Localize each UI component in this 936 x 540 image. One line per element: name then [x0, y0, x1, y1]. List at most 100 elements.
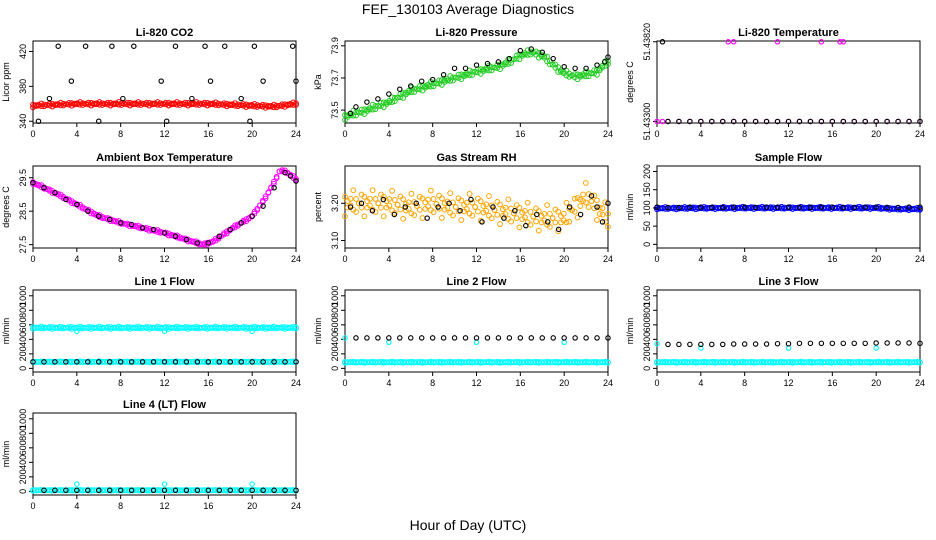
data-point [712, 204, 719, 211]
data-point [687, 204, 693, 210]
x-tick-label: 12 [159, 378, 169, 388]
y-tick-label: 1000 [18, 286, 28, 306]
data-point [452, 204, 459, 210]
data-point [96, 359, 102, 365]
data-point [895, 340, 901, 346]
data-point [684, 204, 691, 211]
data-point [397, 86, 403, 92]
data-point [527, 48, 534, 55]
data-point [63, 359, 69, 365]
data-point [190, 325, 197, 331]
y-tick-label: 51.43300 [642, 103, 652, 141]
data-point [367, 196, 373, 202]
data-point [150, 226, 157, 233]
x-tick-label: 0 [342, 129, 347, 139]
data-point [35, 325, 42, 331]
data-point [32, 324, 39, 331]
data-point [906, 340, 912, 346]
data-point [113, 325, 119, 331]
data-point [30, 179, 36, 186]
data-point [168, 487, 175, 494]
data-point [430, 196, 437, 202]
x-tick-label: 0 [654, 378, 659, 388]
data-point [544, 202, 550, 209]
data-point [430, 209, 437, 216]
data-point [451, 65, 458, 72]
data-point [546, 210, 553, 217]
data-point [57, 487, 64, 494]
data-point [419, 215, 426, 221]
data-point [380, 196, 387, 203]
data-point [917, 340, 923, 347]
x-tick-label: 4 [698, 378, 703, 388]
data-point [201, 101, 208, 108]
data-point [911, 359, 918, 366]
data-point [110, 324, 117, 331]
data-point [260, 203, 266, 209]
data-point [862, 204, 868, 210]
data-point [140, 324, 147, 331]
data-point [279, 359, 286, 365]
data-point [342, 335, 348, 341]
data-point [416, 359, 423, 366]
data-point [107, 324, 114, 331]
y-tick-label: 340 [18, 114, 28, 129]
data-point [502, 61, 509, 68]
data-point [30, 487, 36, 494]
data-point [110, 487, 117, 494]
data-point [353, 335, 359, 341]
data-point [118, 102, 125, 108]
data-point [353, 109, 359, 116]
data-point [580, 191, 586, 198]
y-axis-label: percent [313, 191, 323, 222]
data-point [438, 359, 445, 365]
data-point [74, 328, 80, 335]
data-point [85, 359, 91, 365]
data-point [88, 100, 95, 106]
data-point [260, 487, 266, 494]
data-point [154, 359, 161, 365]
data-point [555, 359, 562, 365]
data-point [878, 359, 885, 365]
data-point [38, 359, 45, 365]
data-point [391, 211, 398, 218]
data-point [353, 209, 359, 215]
data-point [897, 205, 904, 212]
data-point [447, 190, 454, 197]
data-point [407, 335, 414, 341]
data-point [165, 325, 172, 332]
data-point [246, 324, 252, 331]
data-point [538, 359, 545, 366]
data-point [889, 205, 896, 212]
data-point [842, 205, 849, 211]
x-tick-label: 8 [742, 378, 747, 388]
y-tick-label: 28.5 [18, 202, 28, 220]
data-point [293, 178, 299, 184]
data-point [513, 52, 520, 59]
data-point [268, 185, 274, 191]
data-point [246, 102, 252, 109]
data-point [146, 324, 153, 331]
data-point [227, 359, 234, 365]
data-point [157, 102, 164, 108]
data-point [851, 118, 857, 125]
data-point [665, 359, 671, 365]
y-tick-label: 0 [642, 366, 652, 371]
data-point [234, 103, 241, 110]
data-point [577, 196, 584, 203]
data-point [146, 100, 153, 106]
y-tick-label: 400 [330, 332, 340, 347]
data-point [750, 204, 757, 211]
data-point [110, 100, 117, 107]
data-point [433, 359, 440, 366]
data-point [527, 208, 534, 215]
data-point [748, 359, 755, 366]
data-point [77, 487, 83, 494]
data-point [71, 487, 78, 494]
data-point [179, 324, 186, 331]
data-point [287, 359, 294, 365]
data-point [427, 359, 434, 366]
y-tick-label: 0 [642, 242, 652, 247]
data-point [566, 218, 573, 225]
data-point [257, 102, 263, 109]
